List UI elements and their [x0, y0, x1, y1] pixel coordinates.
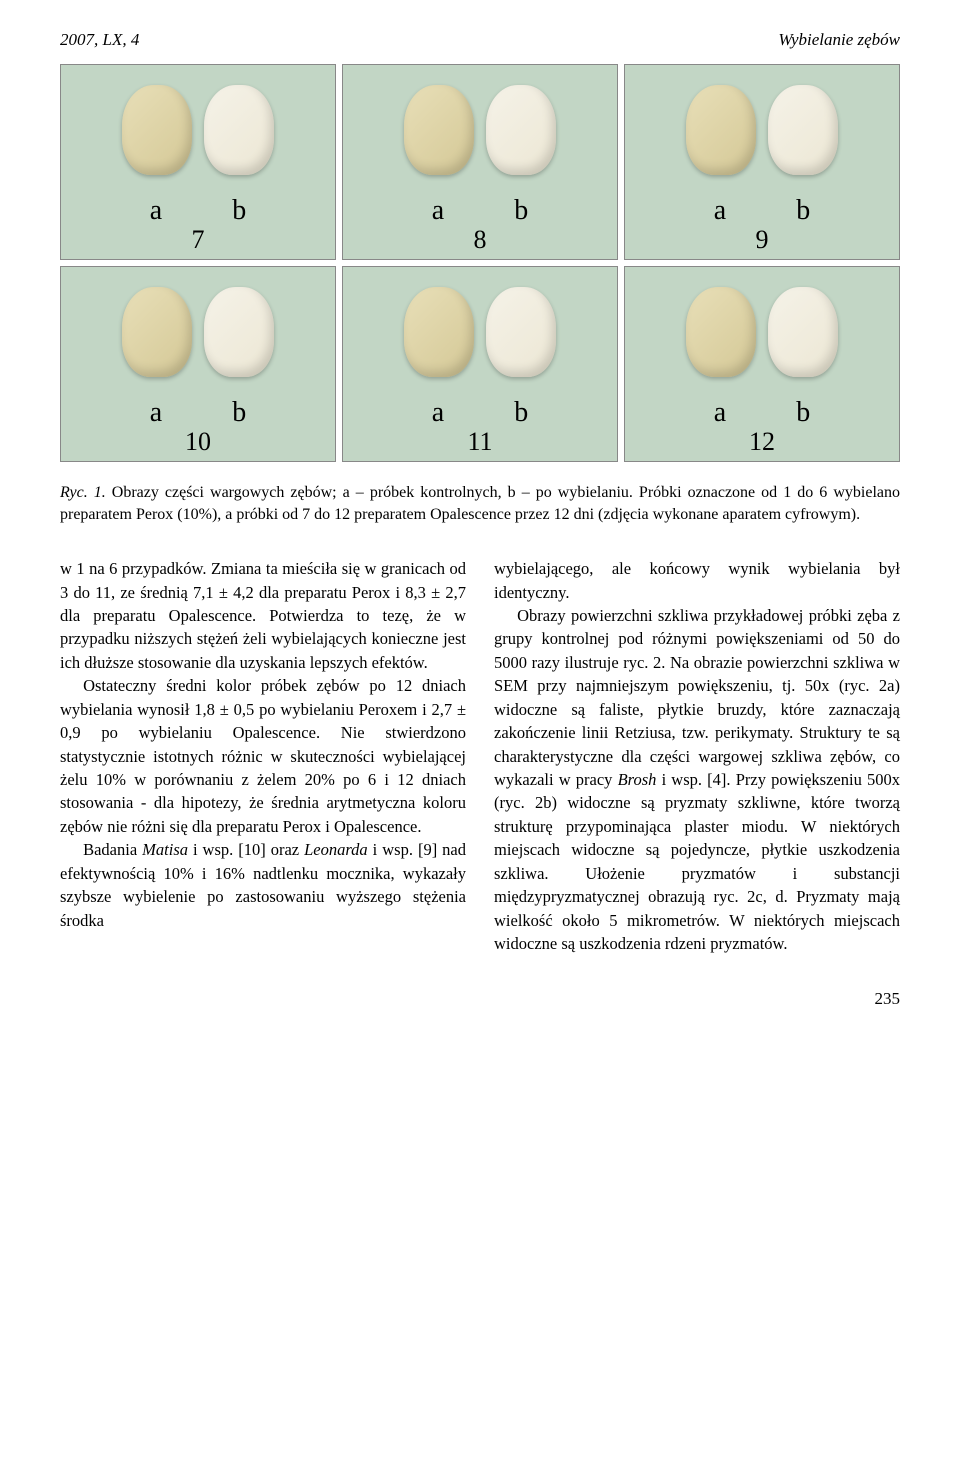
label-a: a	[150, 397, 162, 429]
tooth-a	[686, 287, 756, 377]
paragraph: Ostateczny średni kolor próbek zębów po …	[60, 674, 466, 838]
tooth-b	[768, 287, 838, 377]
figure-panel: a b 8	[342, 64, 618, 260]
tooth-a	[686, 85, 756, 175]
paragraph-text: Badania	[83, 840, 142, 859]
panel-number: 10	[185, 427, 211, 457]
paragraph: w 1 na 6 przypadków. Zmiana ta mieściła …	[60, 557, 466, 674]
paragraph-text: i wsp. [4]. Przy powiększeniu 500x (ryc.…	[494, 770, 900, 953]
tooth-b	[204, 85, 274, 175]
label-b: b	[796, 195, 810, 227]
ab-labels: a b	[714, 195, 810, 227]
tooth-pair	[404, 85, 556, 175]
left-column: w 1 na 6 przypadków. Zmiana ta mieściła …	[60, 557, 466, 955]
tooth-pair	[122, 287, 274, 377]
tooth-a	[404, 287, 474, 377]
tooth-pair	[122, 85, 274, 175]
label-b: b	[232, 195, 246, 227]
figure-1: a b 7 a b 8 a b 9 a b	[60, 64, 900, 462]
figure-panel: a b 10	[60, 266, 336, 462]
panel-number: 8	[474, 225, 487, 255]
author-name: Leonarda	[304, 840, 368, 859]
ab-labels: a b	[150, 195, 246, 227]
tooth-b	[486, 85, 556, 175]
label-b: b	[796, 397, 810, 429]
page-number: 235	[60, 989, 900, 1009]
label-a: a	[714, 397, 726, 429]
paragraph: wybielającego, ale końcowy wynik wybiela…	[494, 557, 900, 604]
text-columns: w 1 na 6 przypadków. Zmiana ta mieściła …	[60, 557, 900, 955]
panel-number: 7	[192, 225, 205, 255]
figure-panel: a b 12	[624, 266, 900, 462]
label-a: a	[432, 397, 444, 429]
author-name: Matisa	[142, 840, 188, 859]
label-a: a	[432, 195, 444, 227]
label-b: b	[514, 397, 528, 429]
tooth-pair	[404, 287, 556, 377]
tooth-a	[122, 85, 192, 175]
paragraph-text: i wsp. [10] oraz	[188, 840, 304, 859]
panel-number: 12	[749, 427, 775, 457]
right-column: wybielającego, ale końcowy wynik wybiela…	[494, 557, 900, 955]
figure-panel: a b 9	[624, 64, 900, 260]
author-name: Brosh	[618, 770, 657, 789]
caption-text: Obrazy części wargowych zębów; a – próbe…	[60, 484, 900, 523]
caption-lead: Ryc. 1.	[60, 484, 106, 501]
panel-number: 9	[756, 225, 769, 255]
ab-labels: a b	[150, 397, 246, 429]
tooth-pair	[686, 85, 838, 175]
figure-panel: a b 7	[60, 64, 336, 260]
tooth-a	[404, 85, 474, 175]
tooth-b	[204, 287, 274, 377]
label-b: b	[232, 397, 246, 429]
tooth-pair	[686, 287, 838, 377]
label-b: b	[514, 195, 528, 227]
ab-labels: a b	[714, 397, 810, 429]
tooth-b	[768, 85, 838, 175]
panel-number: 11	[467, 427, 492, 457]
ab-labels: a b	[432, 195, 528, 227]
ab-labels: a b	[432, 397, 528, 429]
figure-panel: a b 11	[342, 266, 618, 462]
figure-caption: Ryc. 1. Obrazy części wargowych zębów; a…	[60, 482, 900, 525]
paragraph: Obrazy powierzchni szkliwa przykładowej …	[494, 604, 900, 955]
tooth-a	[122, 287, 192, 377]
tooth-b	[486, 287, 556, 377]
paragraph-text: Obrazy powierzchni szkliwa przykładowej …	[494, 606, 900, 789]
label-a: a	[714, 195, 726, 227]
header-right: Wybielanie zębów	[778, 30, 900, 50]
label-a: a	[150, 195, 162, 227]
header-left: 2007, LX, 4	[60, 30, 139, 50]
paragraph: Badania Matisa i wsp. [10] oraz Leonarda…	[60, 838, 466, 932]
